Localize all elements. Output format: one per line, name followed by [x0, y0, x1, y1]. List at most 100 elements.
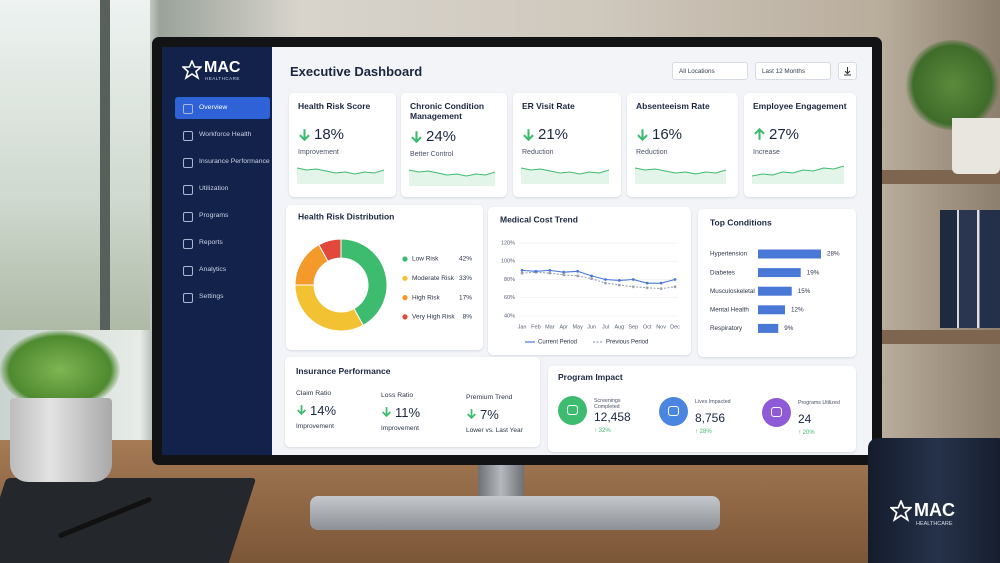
kpi-note: Improvement [298, 149, 339, 156]
nav-item[interactable]: Settings [175, 286, 270, 308]
nav-item[interactable]: Programs [175, 205, 270, 227]
nav-item[interactable]: Analytics [175, 259, 270, 281]
mug-logo [890, 500, 912, 522]
trend-arrow [411, 131, 422, 143]
metric-note: Lower vs. Last Year [466, 427, 523, 434]
pot-right [952, 118, 1000, 174]
kpi-value: 16% [652, 126, 683, 143]
nav-label: Insurance Performance [199, 158, 270, 165]
metric-value: 7% [480, 407, 499, 422]
kpi-title: Absenteeism Rate [636, 101, 710, 111]
pot [10, 398, 112, 482]
mug-brand-sub: HEALTHCARE [916, 521, 953, 527]
mug [868, 438, 1000, 563]
kpi-title: Employee Engagement [753, 101, 847, 111]
download-icon [844, 67, 851, 76]
kpi-value: 27% [769, 126, 800, 143]
metric-label: Claim Ratio [296, 390, 332, 397]
filter-label: All Locations [679, 68, 715, 75]
filter-label: Last 12 Months [762, 68, 806, 75]
plant [0, 330, 120, 410]
metric-change: ↑ 32% [594, 428, 611, 434]
nav-label: Settings [199, 293, 224, 300]
nav-icon [183, 131, 193, 141]
nav-icon [183, 293, 193, 303]
kpi-title: ER Visit Rate [522, 101, 575, 111]
metric-change: ↑ 20% [798, 430, 815, 436]
kpi-title: Chronic Condition Management [410, 101, 485, 121]
trend-arrow [299, 129, 310, 141]
icon-glyph [567, 405, 578, 415]
program-card [548, 366, 856, 452]
sparkline [521, 167, 609, 184]
metric-label: Screenings Completed [594, 398, 621, 410]
kpi-value: 24% [426, 128, 457, 145]
icon-glyph [771, 407, 782, 417]
metric-value: 12,458 [594, 410, 631, 424]
metric-label: Lives Impacted [695, 399, 731, 405]
card-title: Insurance Performance [296, 366, 391, 376]
program-icon [659, 397, 688, 426]
nav-item[interactable]: Reports [175, 232, 270, 254]
kpi-value: 21% [538, 126, 569, 143]
nav-item[interactable]: Utilization [175, 178, 270, 200]
shelf [880, 330, 1000, 344]
metric-label: Premium Trend [466, 394, 513, 401]
brand-logo [182, 60, 202, 80]
risk-card [286, 205, 483, 350]
nav-label: Overview [199, 104, 228, 111]
window-frame [100, 0, 110, 330]
brand-sub: HEALTHCARE [205, 76, 240, 81]
metric-value: 24 [798, 412, 812, 426]
nav-item[interactable]: Insurance Performance [175, 151, 270, 173]
trend-arrow [467, 409, 476, 419]
nav-item[interactable]: Workforce Health [175, 124, 270, 146]
metric-label: Loss Ratio [381, 392, 414, 399]
program-icon [762, 398, 791, 427]
kpi-value: 18% [314, 126, 345, 143]
nav-label: Reports [199, 239, 223, 246]
metric-note: Improvement [296, 423, 334, 430]
binders [940, 210, 1000, 328]
trend-arrow [523, 129, 534, 141]
sparkline [752, 165, 844, 184]
mug-brand: MAC [914, 500, 955, 520]
insurance-card [285, 357, 540, 447]
conditions-card [698, 209, 856, 357]
plant-right [905, 40, 1000, 130]
nav-icon [183, 185, 193, 195]
nav-label: Programs [199, 212, 229, 219]
download-button[interactable] [838, 62, 857, 80]
kpi-note: Reduction [522, 149, 554, 156]
card-title: Program Impact [558, 372, 623, 382]
metric-value: 11% [395, 405, 421, 420]
kpi-title: Health Risk Score [298, 101, 371, 111]
period-filter[interactable]: Last 12 Months [755, 62, 831, 80]
window [0, 0, 150, 330]
location-filter[interactable]: All Locations [672, 62, 748, 80]
nav-icon [183, 158, 193, 168]
nav-label: Workforce Health [199, 131, 252, 138]
nav-icon [183, 212, 193, 222]
nav-item[interactable]: Overview [175, 97, 270, 119]
nav-icon [183, 239, 193, 249]
metric-change: ↑ 28% [695, 429, 712, 435]
brand: MAC [204, 59, 241, 76]
monitor-neck [478, 462, 524, 502]
nav-label: Utilization [199, 185, 229, 192]
kpi-note: Increase [753, 149, 780, 156]
metric-label: Programs Utilized [798, 400, 840, 406]
sparkline [409, 169, 495, 186]
nav-icon [183, 104, 193, 114]
metric-value: 8,756 [695, 411, 726, 425]
page-title: Executive Dashboard [290, 64, 423, 79]
kpi-note: Reduction [636, 149, 668, 156]
notebook [0, 478, 257, 563]
sparkline [297, 167, 384, 184]
kpi-note: Better Control [410, 151, 454, 158]
trend-card [488, 207, 691, 355]
trend-arrow [754, 128, 765, 140]
icon-glyph [668, 406, 679, 416]
program-icon [558, 396, 587, 425]
